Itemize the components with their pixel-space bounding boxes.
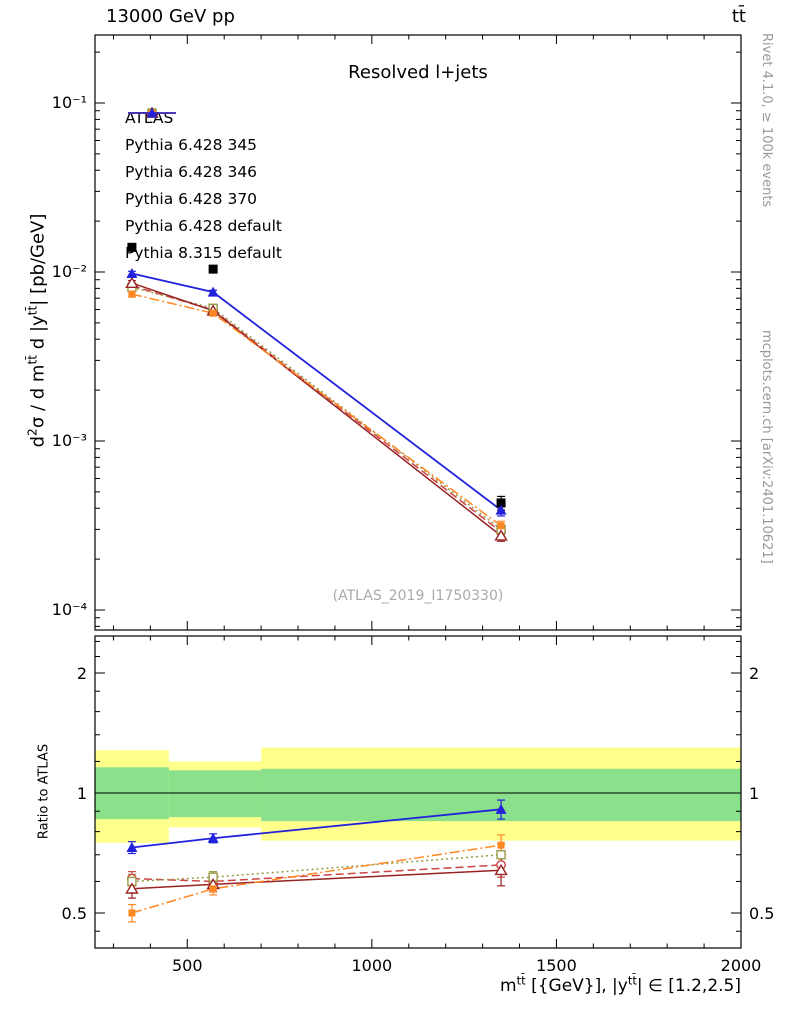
data-point (495, 504, 507, 515)
ratio-tick-label-right: 2 (749, 664, 759, 683)
x-tick-label: 2000 (721, 956, 762, 975)
rivet-version-label: Rivet 4.1.0, ≥ 100k events (759, 33, 774, 208)
data-point (496, 498, 506, 508)
ratio-tick-label-left: 0.5 (62, 904, 87, 923)
main-panel-frame (94, 34, 742, 631)
legend-label: Pythia 6.428 346 (125, 162, 258, 181)
series-line (131, 293, 502, 527)
plot-title: Resolved l+jets (348, 62, 488, 83)
x-tick-label: 1500 (536, 956, 577, 975)
x-axis-label: mtt̄ [{GeV}], |ytt̄| ∈ [1.2,2.5] (500, 973, 741, 996)
data-point (494, 863, 508, 876)
data-point (495, 803, 507, 814)
series-line (131, 284, 502, 533)
ratio-tick-label-right: 1 (749, 784, 759, 803)
legend-label: Pythia 6.428 370 (125, 189, 258, 208)
legend-item: Pythia 6.428 370 (125, 106, 282, 212)
data-point (497, 522, 505, 530)
series-line (131, 282, 502, 537)
uncertainty-bands (95, 747, 741, 843)
legend-label: Pythia 8.315 default (125, 243, 282, 262)
data-point (125, 882, 139, 894)
data-point (125, 276, 139, 288)
data-point (126, 841, 138, 852)
data-point (146, 107, 158, 118)
series-line (131, 844, 502, 914)
green-band (168, 770, 262, 818)
y-axis-label-ratio: Ratio to ATLAS (36, 743, 52, 840)
y-tick-label: 10⁻⁴ (52, 600, 87, 619)
mcplots-reference-label: mcplots.cern.ch [arXiv:2401.10621] (759, 330, 774, 564)
data-point (494, 529, 508, 541)
x-tick-label: 500 (172, 956, 203, 975)
header-beam-label: 13000 GeV pp (106, 6, 235, 27)
data-point (207, 832, 219, 843)
y-tick-label: 10⁻¹ (52, 93, 87, 112)
ratio-panel-frame (94, 635, 742, 949)
x-tick-label: 1000 (351, 956, 392, 975)
ratio-series (125, 799, 508, 923)
data-point (127, 242, 137, 252)
legend-marker-filled-triangle (128, 107, 176, 118)
ratio-tick-label-left: 1 (77, 784, 87, 803)
analysis-watermark: (ATLAS_2019_I1750330) (332, 588, 504, 604)
data-point (128, 290, 136, 298)
series-line (131, 864, 502, 883)
series-line (131, 286, 502, 530)
y-tick-label: 10⁻³ (52, 431, 87, 450)
data-point (207, 286, 219, 297)
data-point (209, 885, 217, 893)
y-axis-label-main: d2σ / d mtt̄ d |ytt̄| [pb/GeV] (25, 213, 49, 448)
tick-labels: 10⁻¹ 10⁻² 10⁻³ 10⁻⁴ 2 2 1 1 0.5 0.5 500 1000 1500 200… (52, 93, 775, 975)
main-series (125, 242, 508, 542)
axis-ticks (95, 35, 742, 948)
data-point (208, 264, 218, 274)
legend-item: Pythia 6.428 345 (125, 108, 282, 158)
data-point (497, 841, 505, 849)
data-point (128, 909, 136, 917)
ratio-tick-label-left: 2 (77, 664, 87, 683)
data-point (496, 850, 506, 860)
legend-item: Pythia 8.315 default (125, 107, 282, 266)
data-point (209, 309, 217, 317)
ratio-tick-label-right: 0.5 (749, 904, 774, 923)
data-point (126, 267, 138, 278)
y-tick-label: 10⁻² (52, 262, 87, 281)
legend-label: Pythia 6.428 default (125, 216, 282, 235)
legend-label: Pythia 6.428 345 (125, 135, 258, 154)
legend-item: Pythia 6.428 346 (125, 108, 282, 185)
legend-item: Pythia 6.428 default (125, 109, 282, 239)
header-process-label: tt̄ (731, 6, 746, 27)
